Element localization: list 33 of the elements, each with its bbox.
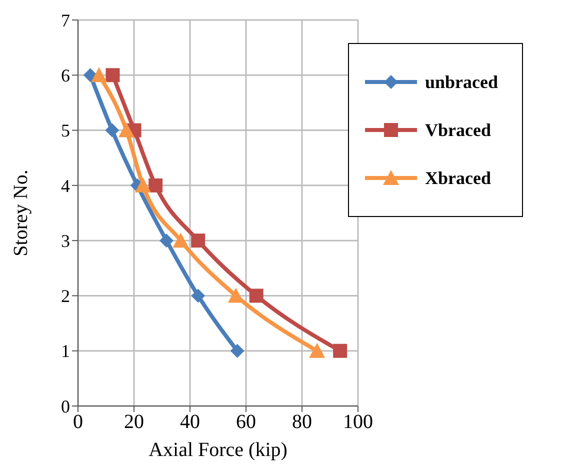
point (230, 344, 244, 358)
y-tick-label: 2 (61, 286, 70, 306)
x-tick-label: 100 (342, 411, 373, 434)
legend-label: Xbraced (424, 168, 491, 188)
point (172, 232, 189, 248)
x-axis-title: Axial Force (kip) (148, 439, 288, 462)
point (191, 234, 206, 248)
y-tick-label: 7 (61, 10, 70, 30)
point (309, 342, 326, 358)
point (134, 177, 151, 192)
point (83, 68, 98, 82)
y-tick-label: 6 (61, 66, 70, 86)
x-tick-label: 40 (180, 411, 200, 434)
y-tick-label: 0 (61, 396, 70, 416)
point (159, 234, 174, 248)
y-tick-label: 3 (61, 230, 70, 251)
point (148, 178, 163, 192)
y-tick-label: 5 (61, 120, 70, 141)
legend-label: unbraced (424, 72, 498, 92)
point (333, 344, 348, 358)
point (191, 288, 206, 303)
legend-label: Vbraced (424, 120, 491, 140)
y-tick-label: 1 (61, 341, 70, 362)
point (106, 68, 120, 82)
y-axis-title: Storey No. (10, 170, 32, 256)
point (249, 288, 264, 303)
x-tick-label: 60 (236, 411, 256, 434)
point (105, 123, 120, 138)
point (91, 67, 107, 82)
point (118, 122, 134, 138)
y-tick-label: 4 (61, 176, 70, 196)
x-tick-label: 80 (292, 411, 312, 434)
x-tick-label: 20 (124, 411, 144, 434)
